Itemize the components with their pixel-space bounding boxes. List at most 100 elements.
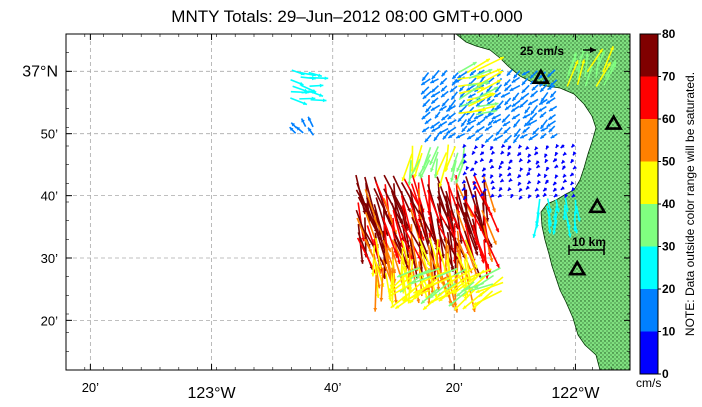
vector-head bbox=[567, 233, 572, 238]
vector-shaft bbox=[462, 290, 485, 310]
vector-head bbox=[503, 129, 508, 134]
vector-shaft bbox=[430, 151, 439, 173]
vector-head bbox=[544, 158, 549, 163]
vector-head bbox=[418, 172, 423, 177]
vector-head bbox=[544, 153, 548, 158]
vector-head bbox=[431, 93, 436, 98]
vector-shaft bbox=[458, 87, 478, 101]
vector-head bbox=[532, 130, 537, 135]
vector-head bbox=[545, 145, 550, 150]
vector-shaft bbox=[429, 289, 458, 304]
vector-head bbox=[429, 294, 434, 299]
vector-head bbox=[407, 208, 411, 213]
vector-head bbox=[430, 167, 434, 172]
vector-head bbox=[504, 101, 509, 106]
vector-head bbox=[395, 305, 400, 309]
vector-head bbox=[547, 229, 552, 234]
vector-head bbox=[571, 187, 576, 192]
vector-head bbox=[441, 87, 445, 92]
vector-head bbox=[530, 110, 535, 115]
vector-head bbox=[525, 145, 530, 150]
current-vectors bbox=[289, 45, 617, 313]
vector-head bbox=[387, 247, 391, 252]
vector-shaft bbox=[375, 237, 382, 270]
vector-head bbox=[450, 88, 454, 92]
vector-shaft bbox=[448, 290, 468, 307]
vector-head bbox=[550, 93, 555, 98]
vector-shaft bbox=[475, 109, 498, 116]
vector-shaft bbox=[465, 245, 479, 277]
vector-shaft bbox=[595, 56, 600, 78]
vector-head bbox=[462, 143, 467, 148]
vector-head bbox=[390, 300, 395, 305]
vector-head bbox=[473, 264, 478, 269]
vector-head bbox=[500, 178, 505, 183]
vector-shaft bbox=[459, 98, 483, 108]
vector-head bbox=[467, 135, 472, 140]
y-tick-label: 30’ bbox=[41, 251, 58, 266]
vector-head bbox=[439, 107, 444, 111]
vector-head bbox=[493, 109, 497, 114]
vector-shaft bbox=[475, 86, 499, 100]
vector-head bbox=[438, 123, 443, 127]
vector-head bbox=[505, 106, 510, 110]
vector-shaft bbox=[384, 184, 391, 225]
vector-head bbox=[500, 160, 505, 165]
vector-shaft bbox=[429, 281, 450, 299]
vector-head bbox=[413, 289, 418, 294]
vector-head bbox=[463, 153, 467, 158]
vector-head bbox=[546, 100, 551, 104]
vector-head bbox=[513, 139, 517, 144]
vector-head bbox=[527, 159, 532, 164]
vector-head bbox=[484, 127, 489, 131]
vector-head bbox=[390, 304, 395, 308]
vector-head bbox=[485, 217, 490, 222]
vector-head bbox=[451, 95, 455, 100]
vector-head bbox=[421, 115, 426, 120]
vector-head bbox=[528, 136, 533, 141]
vector-shaft bbox=[400, 195, 413, 235]
vector-head bbox=[498, 71, 503, 75]
vector-head bbox=[425, 108, 430, 113]
vector-head bbox=[549, 82, 554, 87]
vector-head bbox=[409, 299, 414, 303]
vector-shaft bbox=[453, 289, 476, 311]
vector-head bbox=[493, 119, 498, 124]
vector-head bbox=[453, 290, 458, 295]
vector-head bbox=[573, 52, 577, 57]
vector-head bbox=[431, 128, 436, 132]
vector-head bbox=[465, 166, 470, 171]
vector-head bbox=[612, 63, 616, 68]
vector-shaft bbox=[396, 267, 420, 278]
vector-head bbox=[377, 269, 382, 274]
vector-shaft bbox=[418, 209, 438, 247]
vector-head bbox=[373, 308, 378, 312]
reference-vector: 25 cm/s bbox=[520, 44, 596, 58]
vector-head bbox=[447, 115, 452, 120]
vector-shaft bbox=[409, 239, 419, 280]
vector-head bbox=[296, 126, 301, 131]
vector-shaft bbox=[438, 158, 449, 188]
vector-head bbox=[423, 305, 428, 310]
vector-head bbox=[540, 124, 545, 129]
station-marker bbox=[567, 259, 587, 276]
vector-head bbox=[435, 114, 439, 119]
vector-shaft bbox=[388, 283, 412, 298]
vector-head bbox=[422, 76, 426, 81]
vector-shaft bbox=[382, 217, 398, 255]
vector-head bbox=[507, 186, 512, 191]
vector-head bbox=[573, 211, 578, 215]
x-tick-label: 122°W bbox=[551, 385, 600, 402]
vector-head bbox=[488, 68, 493, 73]
vector-head bbox=[562, 216, 567, 220]
vector-shaft bbox=[408, 269, 431, 280]
colorbar-tick-label: 50 bbox=[662, 155, 676, 169]
vector-shaft bbox=[456, 237, 473, 274]
vector-head bbox=[438, 297, 443, 302]
vector-head bbox=[543, 192, 548, 197]
vector-head bbox=[499, 56, 504, 61]
station-marker bbox=[531, 68, 551, 84]
vector-shaft bbox=[482, 176, 496, 213]
vector-shaft bbox=[476, 70, 504, 87]
vector-head bbox=[431, 75, 436, 80]
